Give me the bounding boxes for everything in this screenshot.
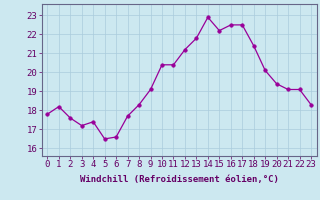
X-axis label: Windchill (Refroidissement éolien,°C): Windchill (Refroidissement éolien,°C) xyxy=(80,175,279,184)
